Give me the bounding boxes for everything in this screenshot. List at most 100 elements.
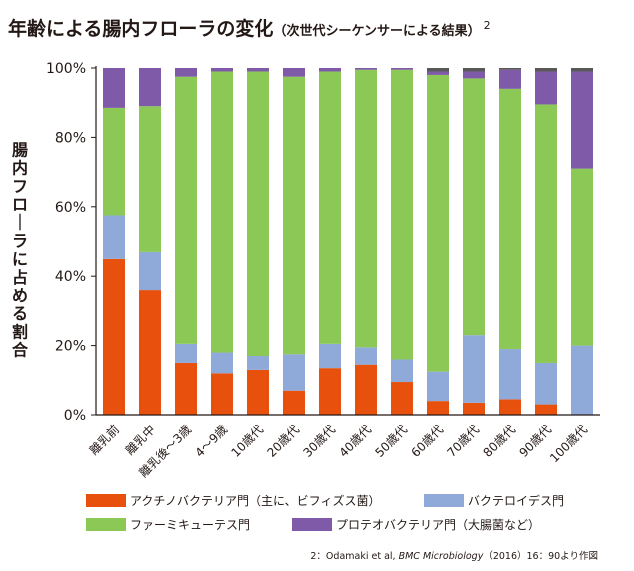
bar-segment (319, 68, 341, 72)
bar-segment (535, 404, 557, 415)
y-tick-label: 0% (64, 408, 86, 424)
bar-segment (283, 390, 305, 415)
bar-segment (499, 88, 521, 350)
x-tick-label: 70歳代 (444, 422, 482, 460)
bar-segment (571, 168, 593, 346)
legend-item-firmicutes: ファーミキューテス門 (86, 516, 250, 533)
x-tick-label: 40歳代 (336, 422, 374, 460)
bar-segment (175, 68, 197, 77)
bar-segment (463, 335, 485, 403)
legend-label: プロテオバクテリア門（大腸菌など） (336, 518, 541, 532)
legend-swatch (86, 494, 126, 507)
bar-segment (391, 69, 413, 360)
bar-segment (499, 68, 521, 70)
bar-segment (283, 68, 305, 77)
bar-segment (247, 369, 269, 415)
y-axis-label-char: 腸 (12, 140, 28, 159)
x-tick-label: 60歳代 (408, 422, 446, 460)
bar-segment (463, 78, 485, 336)
bar-segment (571, 68, 593, 72)
bar-segment (319, 368, 341, 415)
source-journal: BMC Microbiology (398, 551, 484, 562)
x-tick-label: 10歳代 (228, 422, 266, 460)
legend-label: ファーミキューテス門 (130, 518, 251, 532)
bar-segment (355, 69, 377, 348)
bar-segment (211, 68, 233, 72)
bar-segment (535, 362, 557, 405)
y-axis-label-char: る (12, 304, 28, 323)
bar-segment (211, 352, 233, 374)
bar-segment (355, 68, 377, 70)
legend-item-bacteroidetes: バクテロイデス門 (424, 492, 564, 509)
chart-title: 年齢による腸内フローラの変化 (8, 18, 274, 40)
bar-segment (427, 401, 449, 415)
bar-segment (355, 364, 377, 415)
bar-segment (103, 215, 125, 259)
y-tick-label: 100% (46, 61, 86, 77)
bar-segment (175, 76, 197, 344)
legend-item-proteobacteria: プロテオバクテリア門（大腸菌など） (292, 516, 540, 533)
bar-segment (391, 382, 413, 415)
source-prefix: 2：Odamaki et al, (310, 551, 399, 562)
y-tick-label: 60% (55, 200, 86, 216)
legend-swatch (86, 518, 126, 531)
y-axis-label-char: 合 (12, 341, 29, 360)
bar-segment (391, 68, 413, 70)
bar-segment (427, 68, 449, 72)
y-axis-label-char: ロ (12, 195, 28, 214)
bar-segment (139, 68, 161, 107)
bar-segment (427, 74, 449, 372)
y-axis-label-char: 割 (12, 322, 28, 341)
bar-segment (103, 258, 125, 415)
bar-segment (535, 68, 557, 72)
bar-segment (499, 349, 521, 400)
bar-segment (175, 362, 197, 415)
y-axis-label-char: ｜ (12, 213, 28, 232)
x-tick-label: 80歳代 (480, 422, 518, 460)
bar-segment (571, 71, 593, 169)
bar-segment (247, 356, 269, 370)
bar-segment (103, 107, 125, 216)
y-axis-label-char: 内 (12, 159, 28, 178)
legend-label: バクテロイデス門 (468, 494, 565, 508)
x-tick-label: 4～9歳 (192, 422, 230, 460)
bar-segment (139, 106, 161, 252)
x-tick-label: 30歳代 (300, 422, 338, 460)
y-axis-label-char: に (12, 250, 28, 269)
bar-segment (319, 71, 341, 344)
bar-segment (427, 371, 449, 402)
source-citation: 2：Odamaki et al, BMC Microbiology（2016）1… (310, 548, 598, 562)
bar-segment (499, 69, 521, 89)
chart-subtitle: （次世代シーケンサーによる結果） (273, 24, 481, 39)
bar-segment (283, 354, 305, 391)
x-tick-label: 離乳中 (122, 422, 158, 458)
bar-segment (427, 71, 449, 75)
y-axis-label-char: ラ (12, 231, 28, 250)
x-tick-label: 20歳代 (264, 422, 302, 460)
bar-segment (139, 290, 161, 415)
bar-segment (535, 104, 557, 363)
bar-segment (247, 71, 269, 357)
bar-segment (247, 68, 269, 72)
x-tick-label: 50歳代 (372, 422, 410, 460)
title-reference-mark: 2 (483, 18, 491, 32)
y-axis-label-char: 占 (12, 268, 28, 287)
bar-segment (499, 399, 521, 415)
bar-segment (355, 347, 377, 365)
bar-segment (463, 68, 485, 72)
bar-segment (463, 71, 485, 79)
legend-swatch (424, 494, 464, 507)
bar-segment (319, 343, 341, 369)
legend-swatch (292, 518, 332, 531)
source-suffix: （2016）16：90より作図 (483, 551, 598, 562)
y-tick-label: 20% (55, 339, 86, 355)
chart-title-block: 年齢による腸内フローラの変化（次世代シーケンサーによる結果） 2 (8, 14, 491, 41)
y-tick-label: 80% (55, 130, 86, 146)
bar-segment (463, 402, 485, 415)
bar-segment (211, 71, 233, 353)
x-tick-label: 100歳代 (547, 422, 590, 465)
y-axis-label-char: フ (12, 177, 28, 196)
bar-segment (103, 68, 125, 108)
x-tick-label: 離乳前 (86, 422, 122, 458)
